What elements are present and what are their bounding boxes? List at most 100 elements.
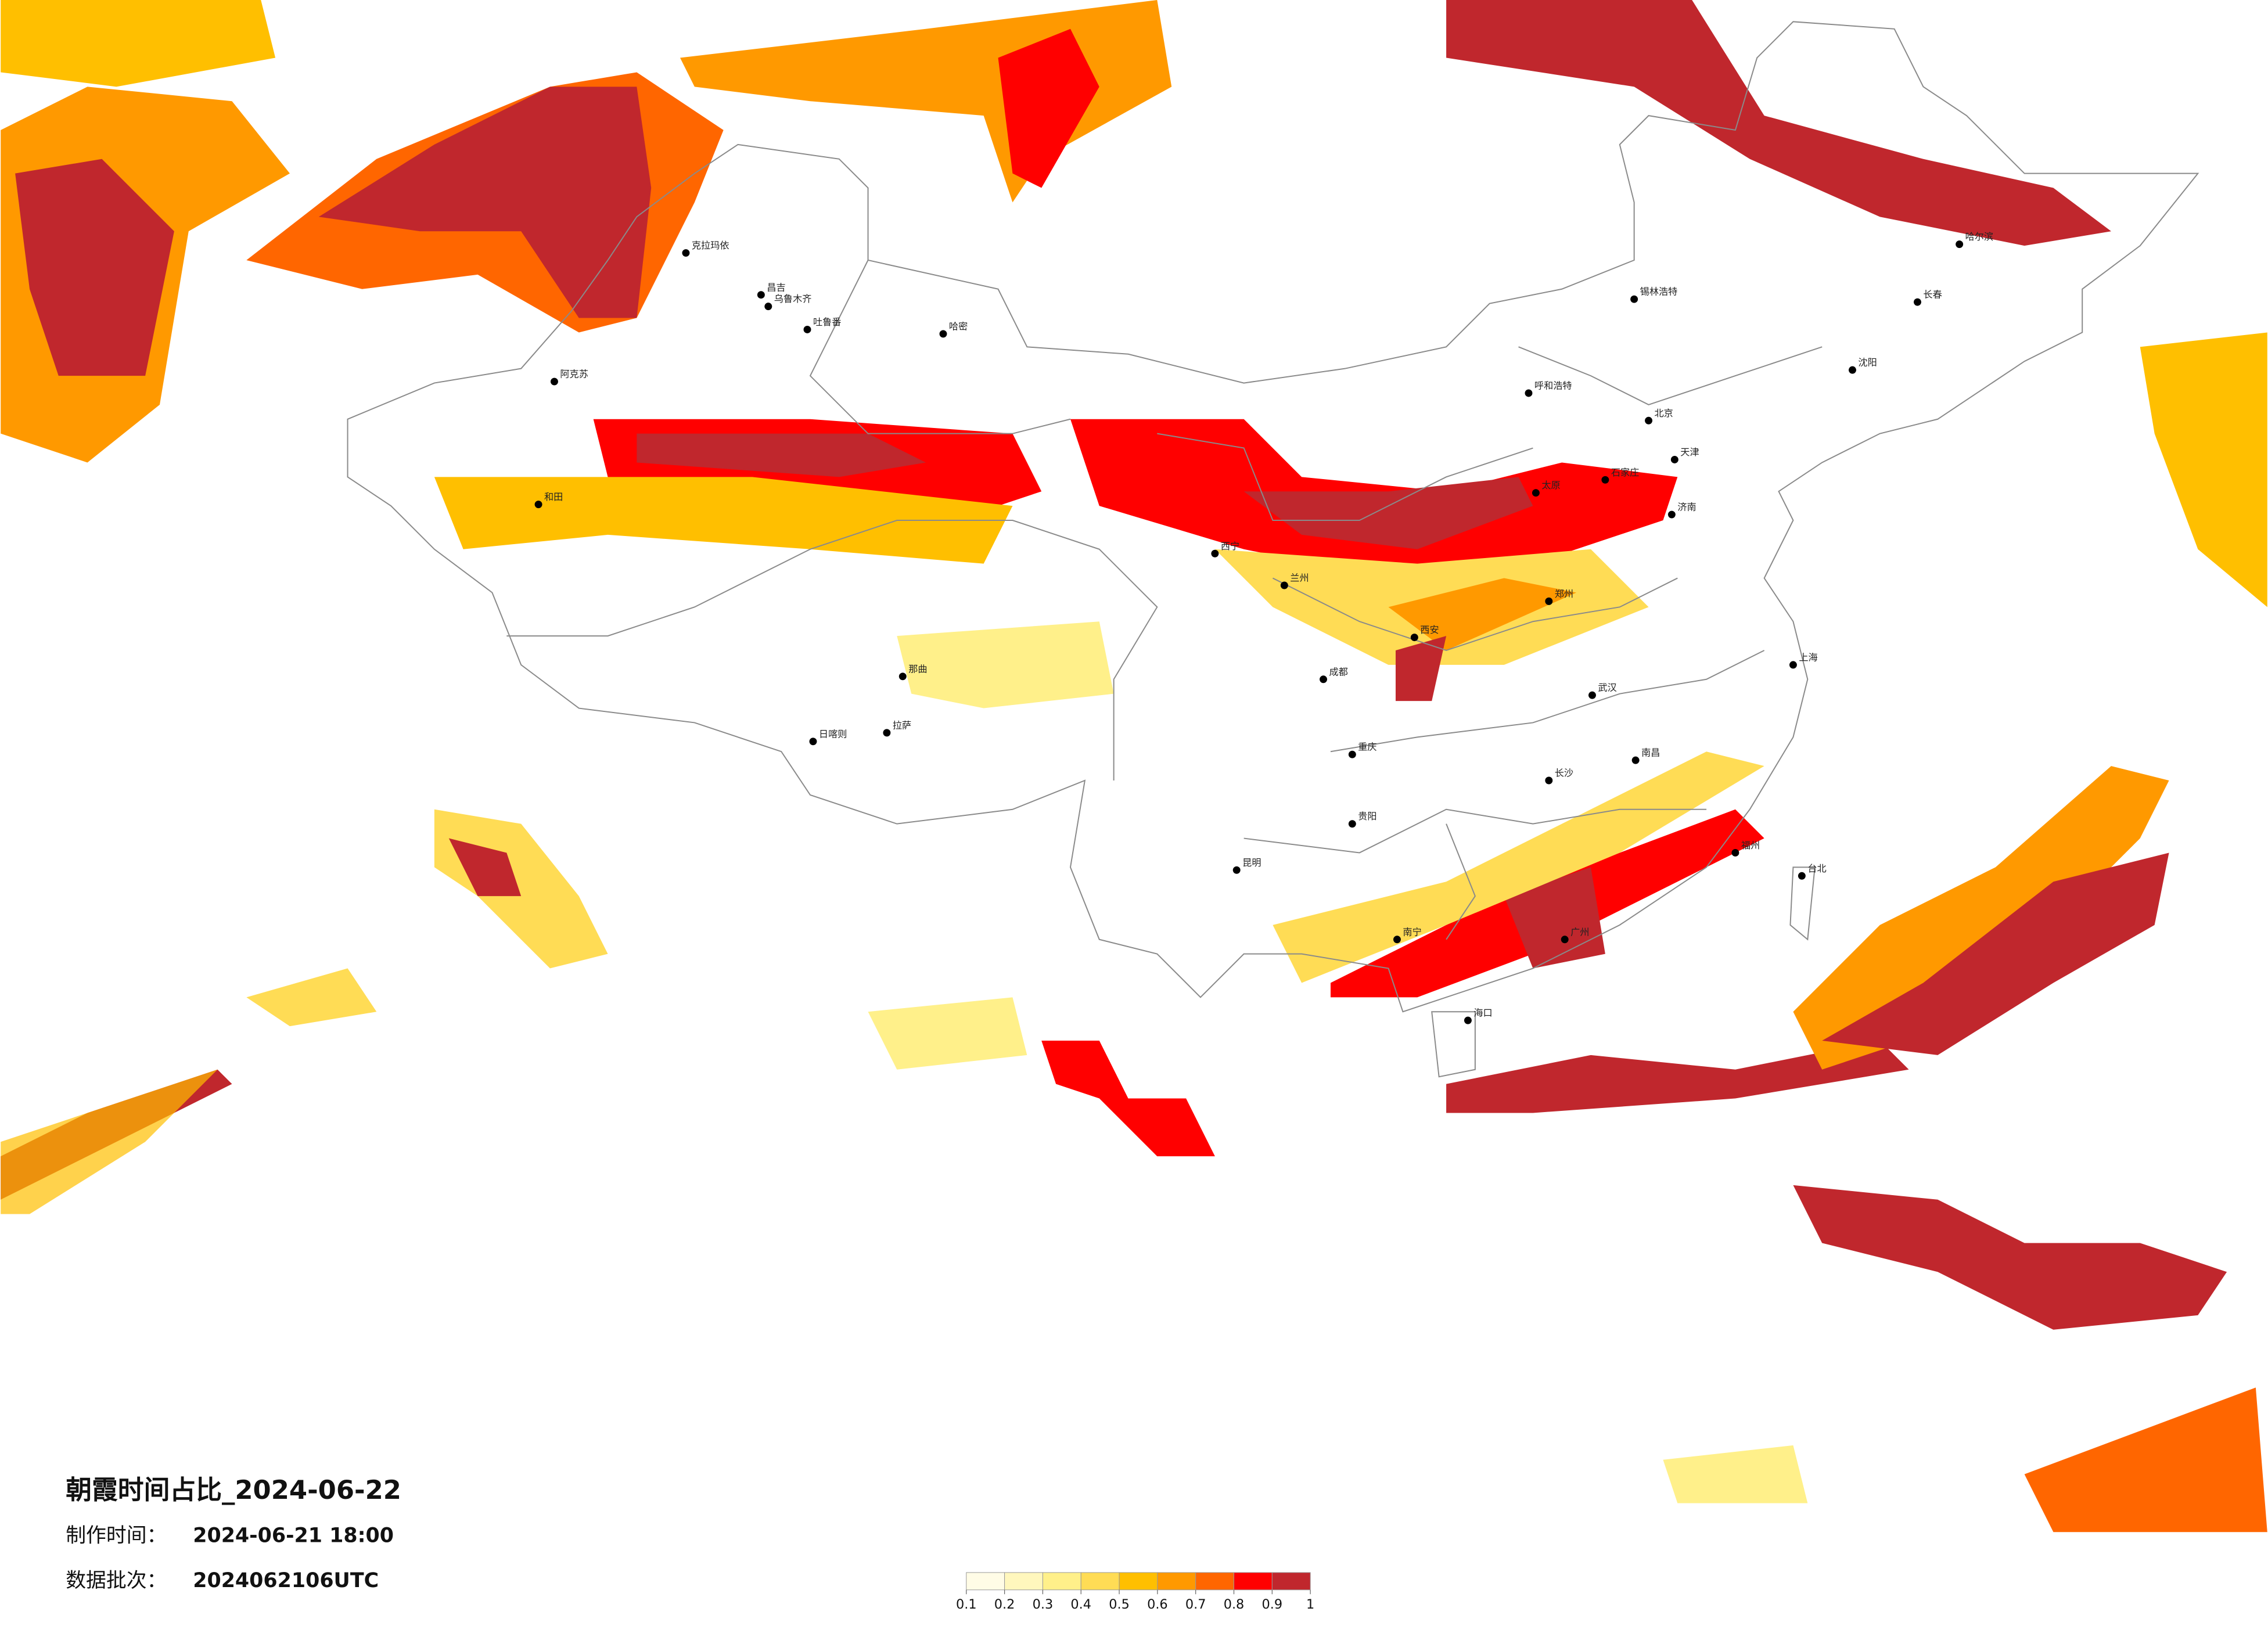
colorbar-tick-label: 0.8 [1224,1597,1245,1612]
heat-area [434,477,1013,564]
heat-area [1041,1041,1215,1157]
heat-area [637,433,926,477]
city-label: 郑州 [1555,588,1573,599]
city-label: 广州 [1570,926,1589,937]
city-label: 台北 [1807,863,1826,874]
city-label: 长春 [1923,289,1942,300]
city-dot [1561,936,1569,944]
city-dot [550,377,558,386]
city-dot [803,325,811,333]
city-label: 天津 [1680,447,1699,458]
colorbar-swatch [1119,1572,1158,1591]
city-dot [757,291,765,299]
colorbar-swatch [1004,1572,1043,1591]
city-dot [1667,510,1676,519]
city-label: 成都 [1329,666,1348,677]
heat-area [1395,636,1447,702]
city-label: 西安 [1420,624,1439,635]
colorbar-swatch [1195,1572,1235,1591]
made-label: 制作时间： [66,1524,167,1548]
city-dot [764,303,772,311]
heat-area [1446,1041,1909,1113]
city-label: 福州 [1741,840,1760,851]
city-dot [1630,295,1638,303]
city-dot [1631,756,1640,764]
city-dot [1464,1016,1472,1024]
city-dot [1789,661,1797,669]
city-dot [1525,389,1533,397]
city-label: 昆明 [1242,857,1261,868]
heat-area [1793,766,2169,1070]
heat-area [246,968,377,1027]
city-dot [1956,240,1964,249]
colorbar-tick-label: 0.2 [994,1597,1015,1612]
colorbar: 0.1 0.2 0.3 0.4 0.5 0.6 0.7 0.8 0.9 1 [956,1572,1314,1612]
colorbar-swatch [1042,1572,1081,1591]
colorbar-swatch [1157,1572,1196,1591]
city-label: 南昌 [1641,747,1660,758]
heat-area [1,1069,218,1214]
heat-area [318,87,652,318]
heat-area [1388,578,1577,650]
city-label: 贵阳 [1358,811,1376,822]
city-dot [1410,634,1418,642]
heat-area [2140,332,2267,607]
city-dot [1731,848,1739,857]
city-label: 日喀则 [819,728,847,739]
city-dot [1914,298,1921,306]
heat-area [680,0,1172,203]
city-label: 哈尔滨 [1965,231,1993,242]
city-label: 武汉 [1598,682,1616,693]
heat-area [868,997,1027,1070]
colorbar-tick-label: 0.9 [1262,1597,1283,1612]
colorbar-tick-label: 1 [1306,1597,1314,1612]
city-label: 哈密 [949,321,968,332]
city-label: 西宁 [1221,541,1239,552]
city-dot [1670,455,1678,463]
island-border [1431,866,1816,1078]
city-label: 和田 [544,491,563,502]
city-dot [809,738,817,746]
city-dot [1849,366,1856,374]
city-label: 上海 [1799,652,1817,663]
city-label: 太原 [1541,480,1560,491]
heat-area [2024,1387,2267,1533]
colorbar-swatch [1234,1572,1273,1591]
heat-area [1243,477,1533,549]
colorbar-tick-label: 0.6 [1147,1597,1168,1612]
city-label: 济南 [1677,502,1696,513]
title: 朝霞时间占比_2024-06-22 [66,1474,401,1505]
city-label: 阿克苏 [560,369,588,380]
colorbar-swatch [1271,1572,1311,1591]
city-label: 沈阳 [1858,357,1877,368]
city-dot [1348,820,1356,828]
heat-area [1504,867,1605,969]
city-label: 海口 [1473,1008,1492,1019]
heat-area [1663,1445,1808,1503]
city-dot [1348,750,1356,758]
city-dot [1320,675,1328,684]
heat-area [1793,1185,2227,1330]
colorbar-tick-label: 0.4 [1070,1597,1091,1612]
city-dot [1232,866,1241,874]
city-dot [1393,936,1401,944]
province-border [506,260,1823,940]
heat-area [1822,852,2169,1055]
colorbar-tick-label: 0.3 [1033,1597,1054,1612]
city-dot [898,672,907,681]
city-dot [1645,416,1653,425]
heat-area [1446,0,2111,246]
city-label: 重庆 [1358,742,1376,753]
city-dot [534,501,542,509]
batch-label: 数据批次： [66,1569,167,1592]
city-label: 长沙 [1555,768,1573,779]
heat-area [1,0,276,87]
city-dot [883,729,891,737]
city-dot [682,249,690,257]
city-label: 昌吉 [767,282,785,293]
colorbar-tick-label: 0.5 [1109,1597,1130,1612]
heat-area [897,621,1114,708]
